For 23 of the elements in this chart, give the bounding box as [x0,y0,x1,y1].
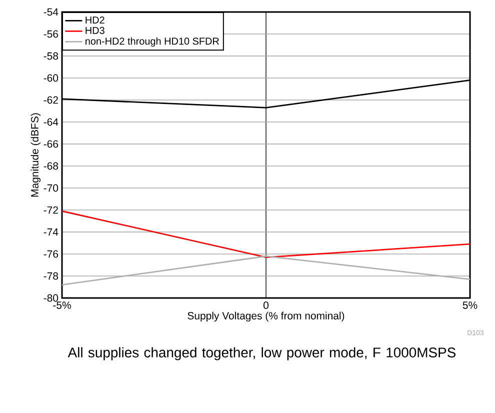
y-tick-label: -70 [44,184,58,192]
y-tick-label: -74 [44,228,58,236]
y-tick-label: -72 [44,206,58,214]
x-axis-title: Supply Voltages (% from nominal) [188,312,344,322]
y-axis-title: Magnitude (dBFS) [30,113,41,197]
text: All supplies changed together, low power mode, F 1000MSPS [68,347,456,360]
y-tick-label: -68 [44,162,58,170]
x-tick-label: 5% [462,302,478,309]
legend-label: HD3 [86,26,104,34]
y-tick-label: -58 [44,52,58,60]
y-tick-label: -76 [44,250,58,258]
y-tick-label: -66 [44,140,58,148]
legend-label: non-HD2 through HD10 SFDR [86,37,219,47]
x-tick-label: -5% [53,302,71,309]
x-tick-label: 0 [264,302,269,309]
y-tick-label: -62 [44,96,58,104]
y-tick-label: -64 [44,118,58,126]
y-tick-label: -54 [44,8,58,16]
legend-label: HD2 [86,16,104,24]
y-tick-label: -60 [44,74,58,82]
y-tick-label: -80 [44,294,58,302]
y-tick-label: -56 [44,30,58,38]
y-tick-label: -78 [44,272,58,280]
